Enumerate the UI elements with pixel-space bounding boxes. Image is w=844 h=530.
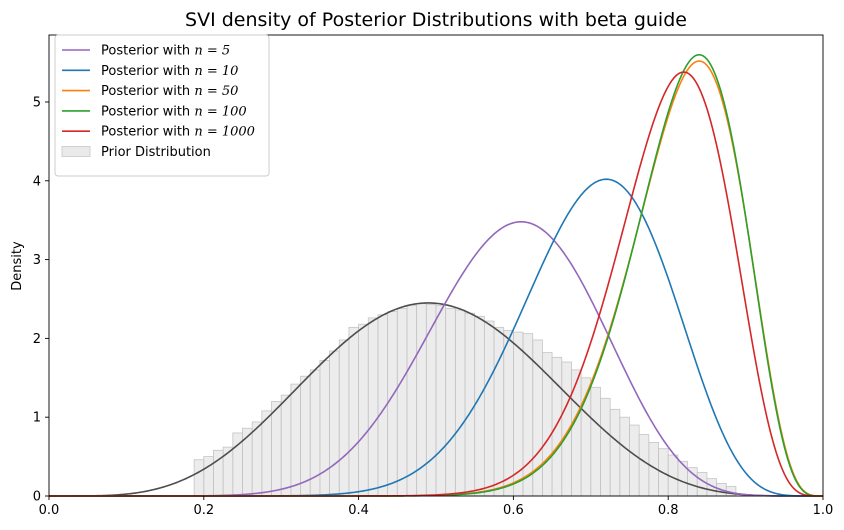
prior-histogram-bar [590,386,601,497]
legend-entry-2: Posterior with n = 50 [101,84,238,99]
prior-histogram-bar [696,471,708,497]
prior-histogram-bar [387,311,398,497]
prior-histogram-bar [338,339,350,497]
x-tick-label: 0.2 [193,503,214,518]
prior-histogram-bar [203,456,214,497]
prior-histogram-bar [522,333,534,497]
y-axis-label: Density [10,241,25,291]
prior-histogram-bar [483,320,495,497]
y-tick-label: 2 [33,332,41,347]
legend-entry-prefix: Posterior with [101,84,194,99]
legend-entry-prefix: Posterior with [101,125,194,140]
x-tick-label: 0.4 [348,503,369,518]
prior-histogram-bar [503,330,514,497]
prior-histogram-bar [280,394,292,497]
prior-histogram-bar [687,467,698,497]
y-tick-label: 0 [33,490,41,505]
axes-frame [48,34,824,497]
legend-entry-math: n = 10 [194,64,238,79]
prior-histogram-bar [193,459,205,497]
axes: 0.0 0.2 0.4 0.6 0.8 1.0 0 1 2 3 4 5 [33,34,834,518]
prior-histogram-bar [261,410,272,497]
prior-histogram-bar [464,312,476,497]
legend-entry-prior: Prior Distribution [101,145,211,160]
legend-entry-prefix: Posterior with [101,104,194,119]
legend-box [54,34,270,177]
prior-kde-line [49,302,823,497]
prior-histogram-bar [551,356,563,497]
y-tick-label: 4 [33,174,41,189]
legend-entry-0: Posterior with n = 5 [101,44,230,59]
prior-histogram-bar [242,427,253,497]
prior-histogram-bar [367,317,379,497]
y-tick-label: 5 [33,95,41,110]
y-tick-label: 1 [33,411,41,426]
legend-entry-3: Posterior with n = 100 [101,104,247,119]
legend-entry-math: n = 50 [194,84,238,99]
legend-entry-prefix: Posterior with [101,64,194,79]
prior-histogram-bar [319,360,330,497]
prior-histogram-bar [435,304,447,497]
prior-histogram-bar [329,350,340,497]
legend-entry-math: n = 100 [194,104,246,119]
legend-swatch-prior [61,146,91,157]
y-tick-label: 3 [33,253,41,268]
legend-entry-prefix: Posterior with [101,44,194,59]
x-tick-label: 0.0 [39,503,60,518]
prior-histogram-bar [638,434,650,497]
x-tick-label: 0.6 [503,503,524,518]
prior-histogram-bar [348,326,360,497]
prior-histogram-bar [609,408,621,497]
prior-histogram-bar [290,383,301,497]
x-tick-label: 0.8 [658,503,679,518]
prior-histogram-bar [406,304,418,497]
prior-histogram-bar [271,401,282,497]
prior-histogram-bar [677,460,688,497]
prior-histogram-bar [251,421,263,497]
prior-histogram-bar [454,309,466,497]
prior-histogram-bar [629,424,640,497]
prior-histogram-bar [300,375,311,497]
prior-histogram-bar [571,369,582,497]
prior-histogram-bar [474,315,485,497]
legend-entry-4: Posterior with n = 1000 [101,125,255,140]
legend-entry-1: Posterior with n = 10 [101,64,238,79]
prior-histogram-bar [619,416,630,497]
legend-entry-math: n = 1000 [194,125,255,140]
prior-histogram-bar [445,308,456,497]
prior-histogram-bar [600,397,611,497]
prior-histogram-bar [358,323,369,497]
prior-histogram-bar [396,308,408,497]
chart-title: SVI density of Posterior Distributions w… [185,9,687,31]
x-tick-label: 1.0 [813,503,834,518]
legend-entry-math: n = 5 [194,44,230,59]
